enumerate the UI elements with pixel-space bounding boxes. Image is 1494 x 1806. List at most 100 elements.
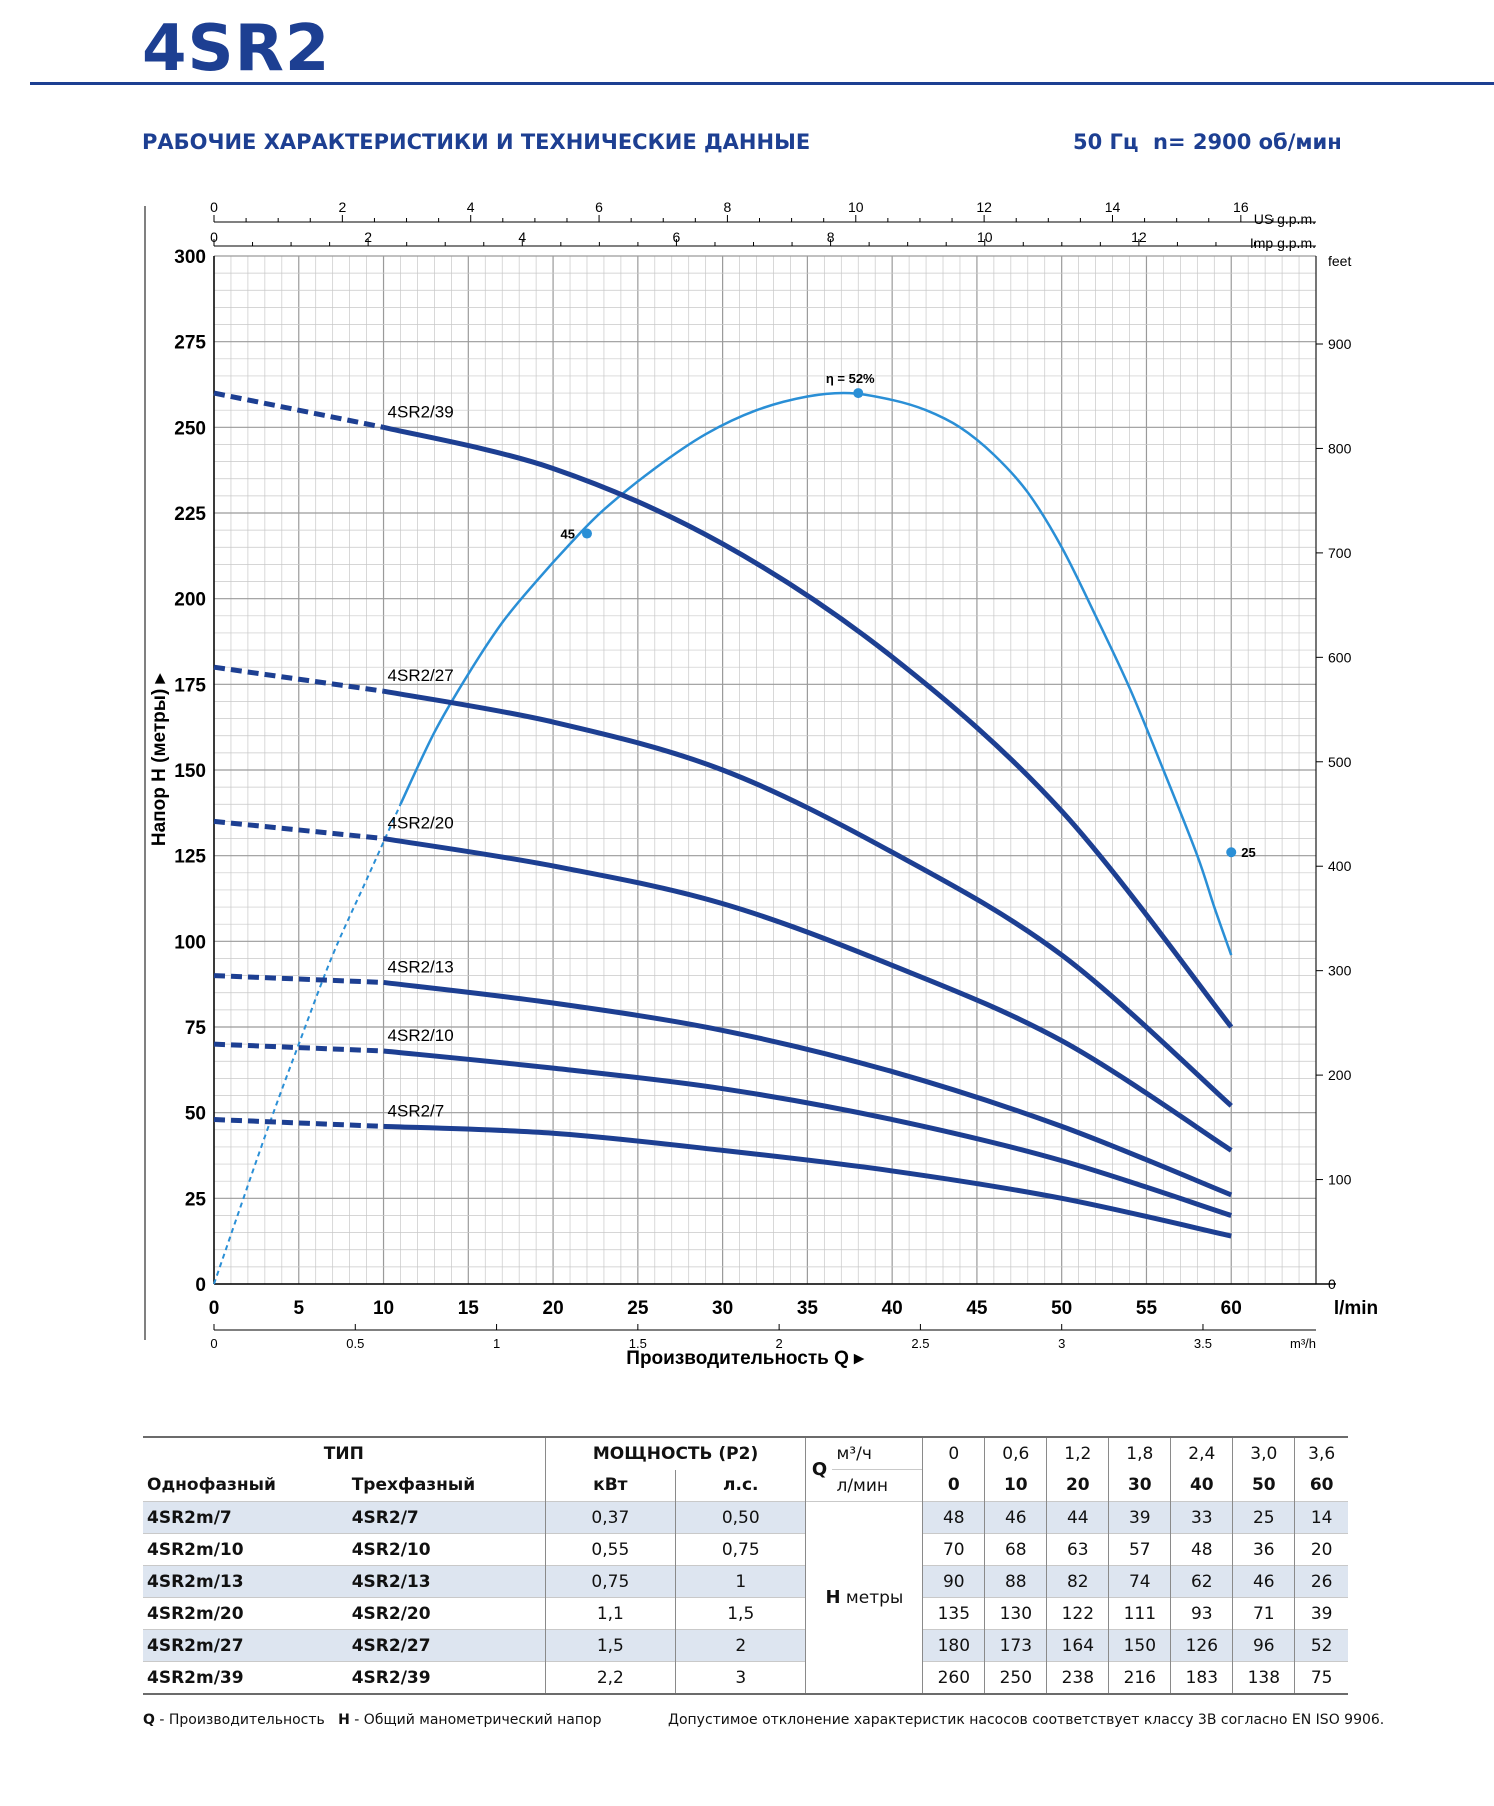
- y-tick-label: 0: [195, 1275, 206, 1296]
- feet-tick-label: 0: [1328, 1276, 1336, 1292]
- head-value: 122: [1046, 1597, 1110, 1630]
- y-tick-label: 225: [174, 504, 206, 525]
- power-kw: 0,55: [545, 1533, 677, 1566]
- head-value: 70: [922, 1533, 986, 1566]
- feet-tick-label: 800: [1328, 440, 1352, 456]
- type-header: ТИП: [143, 1437, 546, 1470]
- y-tick-label: 50: [185, 1104, 206, 1125]
- head-value: 14: [1294, 1501, 1348, 1534]
- x-tick-label: 60: [1221, 1298, 1242, 1319]
- head-value: 26: [1294, 1565, 1348, 1598]
- efficiency-label: 25: [1241, 845, 1255, 860]
- head-value: 126: [1170, 1629, 1234, 1662]
- footer-q-key: Q: [143, 1712, 155, 1728]
- head-value: 44: [1046, 1501, 1110, 1534]
- m3h-tick-label: 3: [1058, 1336, 1065, 1351]
- head-value: 173: [984, 1629, 1048, 1662]
- y-tick-label: 25: [185, 1189, 207, 1210]
- x-tick-label: 40: [882, 1298, 903, 1319]
- head-value: 52: [1294, 1629, 1348, 1662]
- page-subtitle: РАБОЧИЕ ХАРАКТЕРИСТИКИ И ТЕХНИЧЕСКИЕ ДАН…: [142, 130, 811, 154]
- head-value: 20: [1294, 1533, 1348, 1566]
- x-unit-label: l/min: [1334, 1298, 1378, 1319]
- impgpm-tick-label: 8: [827, 229, 835, 245]
- footer-legend: Q - Производительность H - Общий маномет…: [143, 1712, 601, 1728]
- curve-label: 4SR2/27: [388, 666, 454, 685]
- y-tick-label: 150: [174, 761, 206, 782]
- power-hp: 3: [675, 1661, 807, 1694]
- usgpm-tick-label: 2: [338, 199, 346, 215]
- feet-tick-label: 100: [1328, 1172, 1352, 1188]
- efficiency-point: [581, 528, 592, 539]
- power-hp: 2: [675, 1629, 807, 1662]
- usgpm-tick-label: 0: [210, 199, 218, 215]
- q-m3h-cell: 3,0: [1232, 1437, 1296, 1470]
- head-value: 93: [1170, 1597, 1234, 1630]
- q-m3h-cell: 1,8: [1108, 1437, 1172, 1470]
- three-phase-model: 4SR2/39: [347, 1661, 546, 1694]
- x-tick-label: 5: [293, 1298, 304, 1319]
- speed-label: n= 2900 об/мин: [1153, 130, 1342, 154]
- footer-tolerance: Допустимое отклонение характеристик насо…: [668, 1712, 1385, 1728]
- head-value: 48: [1170, 1533, 1234, 1566]
- impgpm-tick-label: 0: [210, 229, 218, 245]
- q-lmin-cell: 10: [984, 1469, 1048, 1502]
- x-tick-label: 45: [966, 1298, 988, 1319]
- table-row: 4SR2m/39 4SR2/39 2,2 3 260 250 238 216 183 138 75: [143, 1661, 1348, 1694]
- single-phase-model: 4SR2m/27: [143, 1629, 348, 1662]
- single-phase-model: 4SR2m/39: [143, 1661, 348, 1694]
- curve-label: 4SR2/13: [388, 957, 454, 976]
- impgpm-unit-label: Imp g.p.m.: [1250, 235, 1316, 251]
- single-phase-header: Однофазный: [147, 1475, 276, 1496]
- head-value: 36: [1232, 1533, 1296, 1566]
- curve-label: 4SR2/20: [388, 814, 454, 833]
- x-tick-label: 20: [543, 1298, 564, 1319]
- q-lmin-cell: 0: [922, 1469, 986, 1502]
- feet-tick-label: 500: [1328, 754, 1352, 770]
- pump-curve: [383, 688, 1233, 1108]
- head-value: 33: [1170, 1501, 1234, 1534]
- efficiency-curve-dashed: [213, 803, 402, 1285]
- m3h-tick-label: 2: [776, 1336, 783, 1351]
- usgpm-unit-label: US g.p.m.: [1254, 211, 1316, 227]
- pump-curve: [383, 1123, 1232, 1239]
- q-lmin-cell: 50: [1232, 1469, 1296, 1502]
- efficiency-point: [853, 388, 864, 399]
- power-kw: 0,37: [545, 1501, 677, 1534]
- table-row: 4SR2m/10 4SR2/10 0,55 0,75 70 68 63 57 48 36 20: [143, 1533, 1348, 1566]
- pump-curve: [383, 836, 1233, 1153]
- kw-header: кВт: [545, 1469, 677, 1502]
- table-row: 4SR2m/7 4SR2/7 0,37 0,50 H метры 48 46 44 39 33 25…: [143, 1501, 1348, 1694]
- three-phase-header: Трехфазный: [347, 1469, 546, 1502]
- curve-label: 4SR2/7: [388, 1101, 445, 1120]
- feet-tick-label: 600: [1328, 649, 1352, 665]
- x-tick-label: 30: [712, 1298, 733, 1319]
- three-phase-model: 4SR2/7: [347, 1501, 546, 1534]
- x-tick-label: 25: [627, 1298, 649, 1319]
- q-lmin-cell: 40: [1170, 1469, 1234, 1502]
- feet-tick-label: 700: [1328, 545, 1352, 561]
- three-phase-model: 4SR2/13: [347, 1565, 546, 1598]
- h-label-cell: H метры: [805, 1501, 924, 1694]
- curve-label: 4SR2/10: [388, 1026, 454, 1045]
- head-value: 39: [1294, 1597, 1348, 1630]
- power-kw: 1,1: [545, 1597, 677, 1630]
- head-value: 260: [922, 1661, 986, 1694]
- footer-h-desc: - Общий манометрический напор: [349, 1712, 602, 1728]
- head-value: 57: [1108, 1533, 1172, 1566]
- q-unit-m3h: м³/ч: [832, 1437, 924, 1470]
- table-row: 4SR2m/13 4SR2/13 0,75 1 90 88 82 74 62 46 26: [143, 1565, 1348, 1598]
- q-unit-lmin: л/мин: [832, 1469, 924, 1502]
- performance-chart: 0 5 10 15 20 25 30 35 40 45 50 55 60 l/min02550751001…: [144, 199, 1378, 1369]
- three-phase-model: 4SR2/27: [347, 1629, 546, 1662]
- curve-dashed-segment: [213, 1041, 384, 1054]
- efficiency-point: [1226, 847, 1237, 858]
- y-tick-label: 125: [174, 847, 206, 868]
- head-value: 88: [984, 1565, 1048, 1598]
- head-value: 96: [1232, 1629, 1296, 1662]
- frequency-label: 50 Гц: [1073, 130, 1139, 154]
- head-value: 111: [1108, 1597, 1172, 1630]
- hp-header: л.с.: [675, 1469, 807, 1502]
- title-rule: [30, 82, 1494, 85]
- power-kw: 2,2: [545, 1661, 677, 1694]
